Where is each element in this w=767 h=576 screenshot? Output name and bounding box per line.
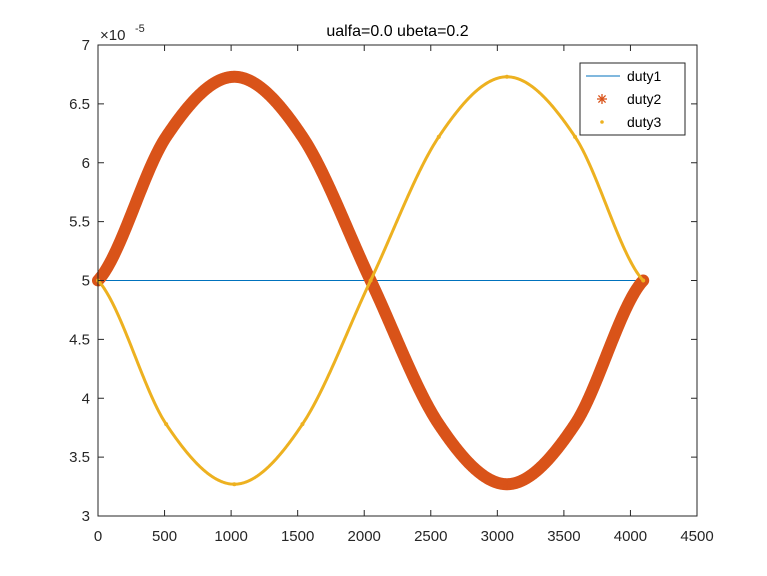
chart-title: ualfa=0.0 ubeta=0.2 <box>326 23 468 40</box>
x-tick-label: 500 <box>152 528 177 545</box>
y-tick-label: 3.5 <box>69 449 90 466</box>
data-point-duty2 <box>161 131 172 142</box>
data-point-duty2 <box>570 419 581 430</box>
legend-item-duty3: duty3 <box>600 114 661 130</box>
data-point-duty3 <box>164 422 169 427</box>
legend-label-duty3: duty3 <box>627 114 661 130</box>
legend-swatch-duty3 <box>600 120 604 124</box>
y-tick-label: 6.5 <box>69 96 90 113</box>
data-point-duty3 <box>436 134 441 139</box>
x-tick-label: 3000 <box>481 528 514 545</box>
x-tick-label: 4000 <box>614 528 647 545</box>
x-tick-label: 0 <box>94 528 102 545</box>
legend-item-duty1: duty1 <box>586 68 661 84</box>
data-point-duty2 <box>501 479 512 490</box>
series-duty3 <box>96 74 646 487</box>
ticks-layer: 0 500 1000 1500 2000 2500 3000 3500 4000 4500 3 3.5… <box>69 37 714 545</box>
data-point-duty2 <box>433 419 444 430</box>
y-tick-label: 3 <box>82 508 90 525</box>
y-tick-label: 6 <box>82 155 90 172</box>
y-tick-label: 7 <box>82 37 90 54</box>
data-point-duty2 <box>229 71 240 82</box>
y-tick-label: 4.5 <box>69 331 90 348</box>
y-tick-label: 5 <box>82 273 90 290</box>
x-tick-label: 2000 <box>348 528 381 545</box>
data-point-duty3 <box>232 482 237 487</box>
y-tick-label: 5.5 <box>69 214 90 231</box>
y-exponent-base: ×10 <box>100 27 125 44</box>
x-tick-label: 3500 <box>547 528 580 545</box>
x-tick-label: 1500 <box>281 528 314 545</box>
data-point-duty3 <box>300 422 305 427</box>
legend: duty1 duty2 duty3 <box>579 62 686 136</box>
legend-label-duty1: duty1 <box>627 68 661 84</box>
data-point-duty3 <box>573 134 578 139</box>
y-exponent-label: ×10 -5 <box>100 23 145 44</box>
series-layer <box>92 70 650 491</box>
legend-label-duty2: duty2 <box>627 91 661 107</box>
data-point-duty3 <box>504 74 509 79</box>
x-tick-label: 1000 <box>214 528 247 545</box>
data-point-duty2 <box>297 131 308 142</box>
data-point-duty3 <box>641 278 646 283</box>
data-point-duty3 <box>368 278 373 283</box>
legend-item-duty2: duty2 <box>597 91 661 107</box>
x-tick-label: 2500 <box>414 528 447 545</box>
y-tick-label: 4 <box>82 390 90 407</box>
x-tick-label: 4500 <box>680 528 713 545</box>
legend-swatch-duty2 <box>597 94 607 104</box>
y-exponent-power: -5 <box>135 23 145 35</box>
